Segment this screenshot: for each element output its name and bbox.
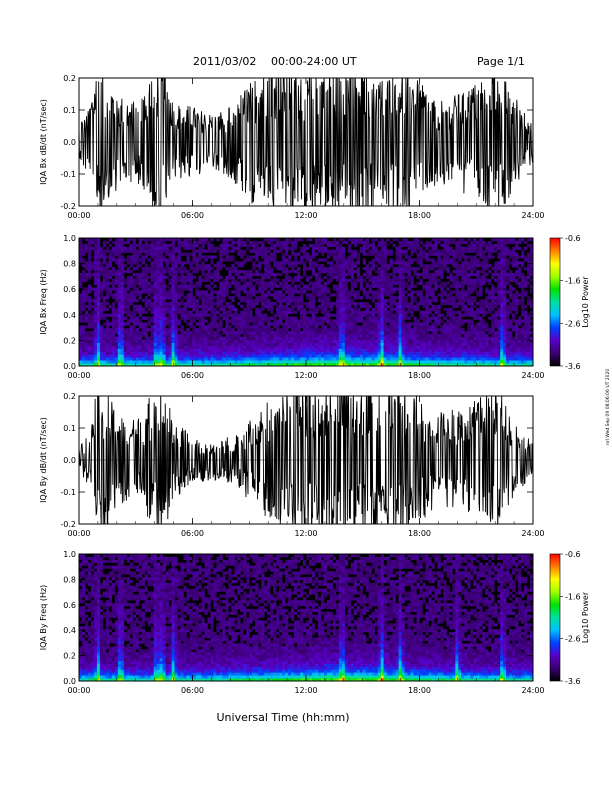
y-tick-label: 0.0 <box>63 138 76 147</box>
header-date: 2011/03/02 <box>193 55 256 68</box>
y-tick-label: 1.0 <box>63 550 76 559</box>
colorbar-tick-label: -3.6 <box>565 677 581 686</box>
y-tick-label: 1.0 <box>63 234 76 243</box>
side-stamp: nrl Wed Sep 09 08:06:06 UT 2020 <box>605 369 611 445</box>
spectrogram-cells <box>79 554 533 681</box>
x-tick-label: 12:00 <box>294 686 317 695</box>
x-tick-label: 00:00 <box>67 211 90 220</box>
x-tick-label: 12:00 <box>294 211 317 220</box>
x-tick-label: 18:00 <box>408 686 431 695</box>
x-tick-label: 12:00 <box>294 371 317 380</box>
colorbar-tick-label: -1.6 <box>565 277 581 286</box>
y-tick-label: 0.2 <box>63 74 76 83</box>
y-tick-label: 0.4 <box>63 626 76 635</box>
x-tick-label: 06:00 <box>181 686 204 695</box>
y-tick-label: 0.2 <box>63 652 76 661</box>
y-tick-label: 0.6 <box>63 601 76 610</box>
x-tick-label: 24:00 <box>521 371 544 380</box>
y-axis-label: IQA Bx Freq (Hz) <box>39 269 48 335</box>
colorbar-tick-label: -0.6 <box>565 234 581 243</box>
x-tick-label: 00:00 <box>67 529 90 538</box>
y-tick-label: 0.2 <box>63 336 76 345</box>
colorbar-label: Log10 Power <box>581 591 590 643</box>
signal-trace <box>79 396 533 524</box>
colorbar <box>549 553 561 682</box>
colorbar-tick-label: -1.6 <box>565 592 581 601</box>
x-tick-label: 18:00 <box>408 371 431 380</box>
y-tick-label: -0.1 <box>60 488 76 497</box>
spectrogram-cells <box>79 238 533 366</box>
header-page: Page 1/1 <box>477 55 525 68</box>
x-tick-label: 06:00 <box>181 211 204 220</box>
colorbar-tick-label: -0.6 <box>565 550 581 559</box>
y-axis-label: IQA Bx dB/dt (nT/sec) <box>39 99 48 185</box>
x-tick-label: 12:00 <box>294 529 317 538</box>
y-tick-label: 0.1 <box>63 106 76 115</box>
x-axis-title: Universal Time (hh:mm) <box>217 711 350 724</box>
colorbar-tick-label: -2.6 <box>565 319 581 328</box>
panel-2: -0.6 -1.6 -2.6 -3.6 Log10 Power 00:00 06:00 12:… <box>39 234 590 380</box>
y-tick-label: -0.2 <box>60 520 76 529</box>
y-tick-label: 0.2 <box>63 392 76 401</box>
x-tick-label: 24:00 <box>521 686 544 695</box>
y-axis-label: IQA By dB/dt (nT/sec) <box>39 417 48 503</box>
y-tick-label: 0.6 <box>63 285 76 294</box>
y-tick-label: -0.2 <box>60 202 76 211</box>
y-tick-label: -0.1 <box>60 170 76 179</box>
panel-1: 00:00 06:00 12:00 18:00 24:00 -0.2 -0.1 0.0 0.1 0… <box>39 74 545 220</box>
x-tick-label: 06:00 <box>181 529 204 538</box>
panel-4: -0.6 -1.6 -2.6 -3.6 Log10 Power 00:00 06:00 12:… <box>39 550 590 695</box>
y-tick-label: 0.8 <box>63 260 76 269</box>
panel-3: 00:00 06:00 12:00 18:00 24:00 -0.2 -0.1 0.0 0.1 0… <box>39 392 545 538</box>
colorbar <box>549 237 561 367</box>
x-tick-label: 18:00 <box>408 211 431 220</box>
signal-trace <box>79 78 533 206</box>
x-tick-label: 00:00 <box>67 371 90 380</box>
x-tick-label: 18:00 <box>408 529 431 538</box>
x-tick-label: 24:00 <box>521 529 544 538</box>
colorbar-tick-label: -3.6 <box>565 362 581 371</box>
y-tick-label: 0.8 <box>63 575 76 584</box>
x-tick-label: 24:00 <box>521 211 544 220</box>
x-tick-label: 00:00 <box>67 686 90 695</box>
y-tick-label: 0.4 <box>63 311 76 320</box>
y-tick-label: 0.0 <box>63 362 76 371</box>
y-tick-label: 0.1 <box>63 424 76 433</box>
header-time-range: 00:00-24:00 UT <box>271 55 357 68</box>
colorbar-label: Log10 Power <box>581 276 590 328</box>
y-tick-label: 0.0 <box>63 677 76 686</box>
y-axis-label: IQA By Freq (Hz) <box>39 585 48 651</box>
y-tick-label: 0.0 <box>63 456 76 465</box>
colorbar-tick-label: -2.6 <box>565 635 581 644</box>
plot-panels: 00:00 06:00 12:00 18:00 24:00 -0.2 -0.1 0.0 0.1 0… <box>39 74 590 695</box>
x-tick-label: 06:00 <box>181 371 204 380</box>
